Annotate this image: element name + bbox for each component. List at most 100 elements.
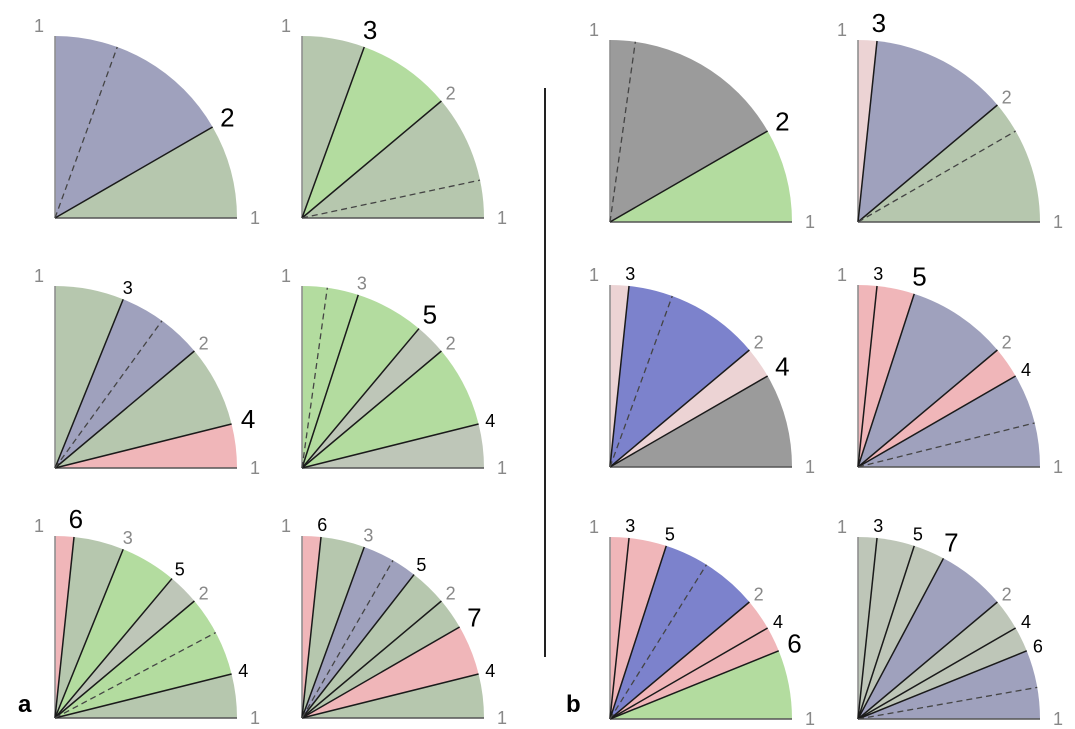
sector (302, 328, 442, 468)
sector (858, 545, 944, 719)
solid-ray (857, 375, 1016, 468)
dashed-ray (857, 686, 1038, 720)
ray-label: 1 (250, 458, 260, 478)
sector (55, 351, 232, 468)
solid-ray (54, 536, 75, 719)
solid-ray (609, 650, 780, 720)
dashed-ray (54, 46, 118, 219)
ray-label: 3 (363, 526, 373, 546)
ray-label: 1 (589, 265, 599, 285)
ray-label: 2 (446, 583, 456, 603)
ray-label: 1 (497, 708, 507, 728)
sector (858, 350, 1016, 467)
diagram-b4: 1 3 5 24 1 (837, 262, 1063, 477)
sector (302, 351, 479, 468)
solid-ray (609, 375, 768, 468)
ray-label: 1 (281, 516, 291, 536)
solid-ray (54, 298, 124, 469)
ray-label: 4 (775, 352, 789, 382)
sector (610, 131, 792, 222)
sector (302, 574, 442, 718)
sector (302, 537, 365, 718)
solid-ray (857, 349, 998, 468)
solid-ray (301, 574, 415, 719)
ray-label: 4 (238, 661, 248, 681)
sector (302, 601, 460, 718)
solid-ray (857, 557, 945, 720)
ray-label: 1 (281, 16, 291, 36)
ray-label: 1 (837, 265, 847, 285)
solid-ray (54, 350, 195, 469)
sector (610, 545, 750, 719)
solid-ray (857, 40, 878, 223)
sector (55, 299, 195, 468)
ray-label: 1 (1053, 457, 1063, 477)
ray-label: 2 (199, 583, 209, 603)
ray-label: 4 (485, 661, 495, 681)
solid-ray (54, 423, 232, 469)
ray-label: 5 (913, 525, 923, 545)
dashed-ray (54, 320, 163, 469)
ray-label: 3 (873, 264, 883, 284)
ray-label: 5 (912, 262, 926, 292)
solid-ray (54, 126, 213, 219)
ray-label: 1 (805, 212, 815, 232)
solid-ray (857, 104, 998, 223)
ray-label: 4 (1021, 360, 1031, 380)
dashed-ray (609, 295, 673, 468)
solid-ray (609, 537, 630, 720)
diagram-a1: 1 2 1 (34, 16, 260, 228)
diagram-b6: 1 3 5 7 246 1 (837, 516, 1063, 729)
solid-ray (301, 536, 322, 719)
solid-ray (857, 537, 878, 720)
ray-label: 2 (1002, 584, 1012, 604)
ray-label: 3 (357, 274, 367, 294)
dashed-ray (301, 287, 328, 469)
ray-label: 1 (1053, 212, 1063, 232)
ray-label: 2 (775, 107, 789, 137)
ray-label: 2 (754, 332, 764, 352)
solid-ray (301, 294, 359, 469)
dashed-ray (609, 564, 708, 720)
ray-label: 2 (446, 333, 456, 353)
sector (858, 293, 998, 467)
solid-ray (609, 601, 750, 720)
sector (610, 350, 768, 467)
solid-ray (857, 545, 915, 720)
diagram-a6: 1 6 3 527 4 1 (281, 515, 507, 728)
ray-label: 7 (467, 603, 481, 633)
diagram-b3: 1 3 24 1 (589, 264, 815, 477)
sector (610, 376, 792, 467)
sector (55, 286, 124, 468)
ray-label: 1 (497, 208, 507, 228)
dashed-ray (54, 631, 217, 719)
ray-label: 1 (34, 516, 44, 536)
ray-label: 4 (1021, 612, 1031, 632)
dashed-ray (609, 41, 636, 223)
solid-ray (301, 328, 420, 469)
solid-ray (857, 627, 1016, 720)
ray-label: 6 (317, 515, 327, 535)
sector (302, 36, 365, 218)
ray-label: 4 (241, 404, 255, 434)
solid-ray (301, 600, 442, 719)
sector (858, 105, 1040, 222)
diagram-b5: 1 3 5 246 1 (589, 516, 815, 729)
solid-ray (54, 673, 232, 719)
solid-ray (857, 293, 915, 468)
solid-ray (857, 650, 1028, 720)
sector (858, 602, 1016, 719)
ray-label: 6 (787, 629, 801, 659)
solid-ray (301, 350, 442, 469)
ray-label: 1 (250, 708, 260, 728)
sector (55, 549, 172, 718)
ray-label: 3 (872, 8, 886, 38)
ray-label: 1 (589, 20, 599, 40)
ray-label: 1 (805, 709, 815, 729)
ray-label: 6 (1033, 636, 1043, 656)
ray-label: 1 (497, 458, 507, 478)
sector (610, 40, 768, 222)
solid-ray (54, 548, 124, 719)
